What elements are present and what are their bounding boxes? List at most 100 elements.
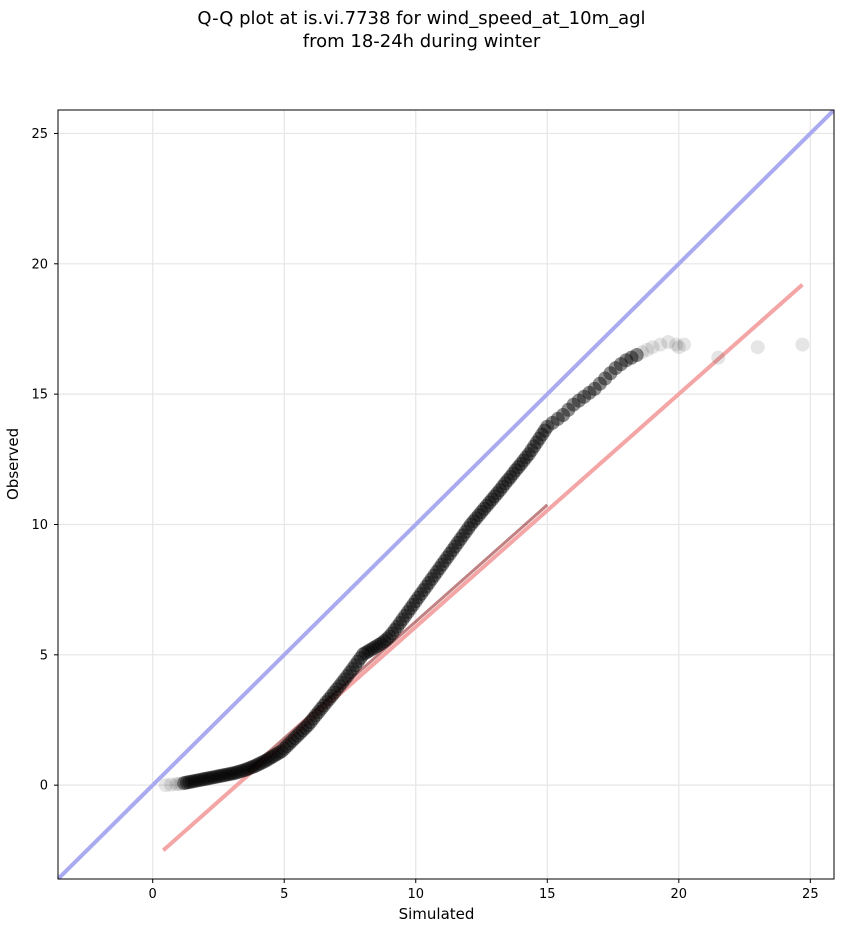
data-point xyxy=(324,689,339,704)
data-point xyxy=(445,543,460,558)
data-points xyxy=(158,335,810,793)
data-point xyxy=(408,594,423,609)
data-point xyxy=(524,443,539,458)
data-point xyxy=(537,423,552,438)
data-point xyxy=(327,685,342,700)
data-point xyxy=(285,733,300,748)
data-point xyxy=(306,711,321,726)
data-point xyxy=(429,564,444,579)
data-point xyxy=(266,748,281,763)
data-point xyxy=(516,453,531,468)
data-point xyxy=(624,350,639,365)
data-point xyxy=(427,568,442,583)
data-point xyxy=(561,402,576,417)
data-point xyxy=(513,457,528,472)
y-tick-label: 0 xyxy=(40,779,48,794)
data-point xyxy=(371,637,386,652)
data-point xyxy=(750,340,765,355)
data-point xyxy=(340,668,355,683)
data-point xyxy=(492,483,507,498)
data-point xyxy=(477,501,492,516)
data-point xyxy=(358,645,373,660)
data-point xyxy=(219,767,234,782)
data-point xyxy=(298,720,313,735)
data-point xyxy=(356,647,371,662)
data-point xyxy=(250,757,265,772)
data-point xyxy=(203,770,218,785)
data-point xyxy=(300,718,315,733)
data-point xyxy=(582,385,597,400)
data-point xyxy=(277,741,292,756)
data-point xyxy=(187,773,202,788)
data-point xyxy=(321,692,336,707)
data-point xyxy=(361,644,376,659)
data-point xyxy=(640,342,655,357)
data-point xyxy=(535,427,550,442)
data-point xyxy=(592,376,607,391)
data-point xyxy=(329,682,344,697)
data-point xyxy=(653,337,668,352)
data-point xyxy=(387,623,402,638)
data-point xyxy=(511,460,526,475)
data-point xyxy=(532,431,547,446)
data-point xyxy=(316,698,331,713)
data-point xyxy=(319,695,334,710)
data-point xyxy=(229,765,244,780)
data-point xyxy=(274,744,289,759)
data-point xyxy=(295,723,310,738)
data-point xyxy=(498,476,513,491)
y-tick-label: 10 xyxy=(31,518,48,533)
data-point xyxy=(190,773,205,788)
data-point xyxy=(206,770,221,785)
data-point xyxy=(458,524,473,539)
data-point xyxy=(421,575,436,590)
data-point xyxy=(224,766,239,781)
data-point xyxy=(398,608,413,623)
data-point xyxy=(198,771,213,786)
data-point xyxy=(243,760,258,775)
data-point xyxy=(364,642,379,657)
data-point xyxy=(571,393,586,408)
data-point xyxy=(519,450,534,465)
x-tick-label: 5 xyxy=(280,887,288,902)
data-point xyxy=(377,634,392,649)
data-point xyxy=(271,745,286,760)
data-point xyxy=(248,758,263,773)
data-point xyxy=(540,419,555,434)
data-point xyxy=(350,654,365,669)
data-point xyxy=(677,337,692,352)
data-point xyxy=(221,767,236,782)
data-point xyxy=(182,775,197,790)
data-point xyxy=(232,764,247,779)
chart-title-line-1: Q-Q plot at is.vi.7738 for wind_speed_at… xyxy=(197,8,646,29)
data-point xyxy=(577,389,592,404)
axis-ticks: 0 5 10 15 20 25 0 5 10 15 20 25 xyxy=(31,127,818,902)
data-point xyxy=(411,590,426,605)
data-point xyxy=(303,715,318,730)
data-point xyxy=(474,504,489,519)
data-point xyxy=(463,517,478,532)
data-point xyxy=(348,658,363,673)
data-point xyxy=(598,371,613,386)
data-point xyxy=(566,397,581,412)
data-point xyxy=(406,597,421,612)
data-point xyxy=(495,479,510,494)
data-point xyxy=(466,514,481,529)
data-point xyxy=(400,605,415,620)
data-point xyxy=(461,521,476,536)
data-point xyxy=(395,612,410,627)
data-point xyxy=(211,769,226,784)
y-tick-label: 15 xyxy=(31,388,48,403)
data-point xyxy=(506,466,521,481)
data-point xyxy=(419,579,434,594)
data-point xyxy=(337,672,352,687)
data-point xyxy=(482,495,497,510)
data-point xyxy=(711,350,726,365)
data-point xyxy=(508,463,523,478)
data-point xyxy=(795,337,810,352)
data-point xyxy=(374,636,389,651)
data-point xyxy=(587,381,602,396)
data-point xyxy=(293,726,308,741)
y-axis-label: Observed xyxy=(4,427,22,500)
